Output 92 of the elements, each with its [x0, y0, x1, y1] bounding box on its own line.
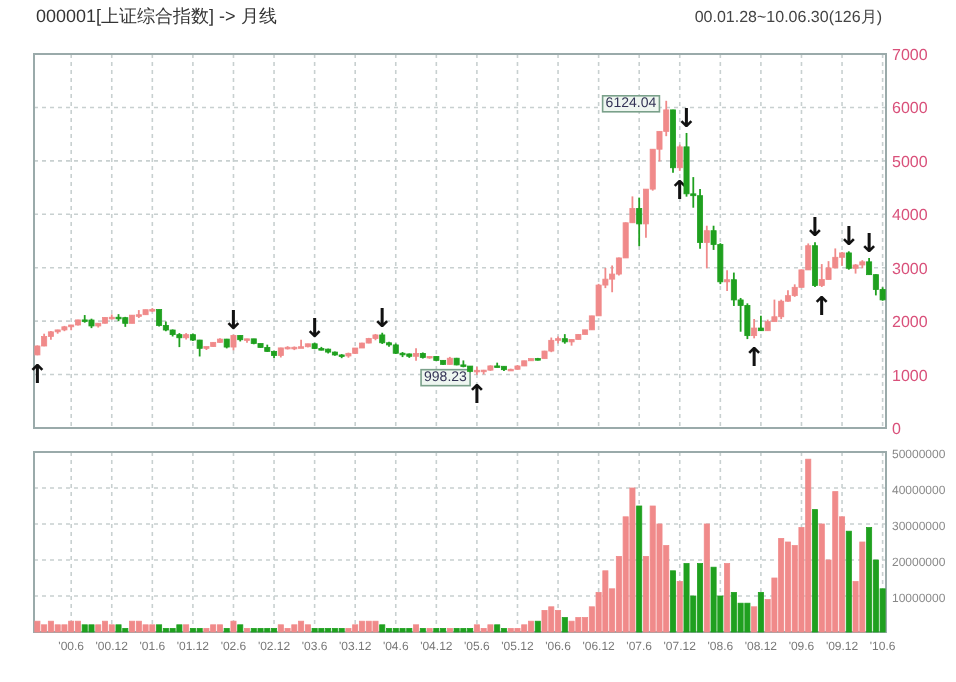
- bar: [555, 610, 562, 633]
- annotation: ↓: [222, 306, 245, 337]
- bar: [304, 624, 311, 633]
- bar: [277, 624, 284, 633]
- bar: [703, 523, 710, 633]
- annotation: ↓: [804, 214, 826, 245]
- bar: [541, 610, 548, 633]
- bar: [473, 624, 480, 633]
- y-tick-label: 3000: [892, 259, 929, 278]
- bar: [358, 620, 365, 633]
- bar: [129, 620, 136, 633]
- bar: [548, 606, 555, 633]
- bar: [365, 620, 372, 633]
- bar: [649, 505, 656, 633]
- annotation: ↓: [837, 223, 860, 254]
- bar: [81, 624, 88, 633]
- bar: [710, 566, 717, 633]
- y-tick-label: 1000: [892, 366, 929, 385]
- annotation: ↑: [668, 176, 691, 207]
- bar: [670, 570, 676, 633]
- bar: [832, 491, 839, 633]
- chart-subtitle: 00.01.28~10.06.30(126月): [694, 8, 883, 26]
- bar: [156, 624, 163, 633]
- bar: [859, 541, 866, 633]
- bar: [102, 620, 108, 633]
- bar: [757, 592, 764, 633]
- bar: [778, 538, 785, 633]
- bar: [751, 606, 758, 633]
- bar: [629, 487, 636, 633]
- y-tick-label: 6000: [892, 99, 929, 118]
- bar: [291, 624, 298, 633]
- bar: [575, 617, 582, 633]
- bar: [95, 624, 102, 633]
- bar: [372, 620, 379, 633]
- bar: [784, 541, 791, 633]
- bar: [818, 523, 825, 633]
- annotation: ↑: [810, 293, 833, 323]
- annotation: ↑: [26, 361, 49, 392]
- annotation: ↓: [858, 230, 880, 261]
- bar: [183, 624, 190, 633]
- bar: [568, 620, 575, 633]
- bar: [602, 570, 609, 633]
- y-tick-label: 2000: [892, 313, 929, 332]
- bar: [298, 620, 305, 633]
- bar: [176, 624, 183, 633]
- bar: [237, 624, 244, 633]
- bar: [730, 592, 737, 633]
- bar: [68, 620, 75, 633]
- annotation: ↑: [743, 344, 766, 375]
- annotation: ↓: [303, 314, 326, 345]
- bar: [744, 602, 751, 633]
- bar: [845, 530, 852, 633]
- bar: [216, 624, 223, 633]
- bar: [521, 624, 528, 633]
- bar: [534, 620, 541, 633]
- bar: [805, 458, 812, 633]
- bar: [142, 624, 149, 633]
- y-tick-label: 7000: [892, 46, 929, 64]
- bar: [74, 620, 81, 633]
- bar: [47, 620, 54, 633]
- bar: [115, 624, 122, 633]
- bar: [636, 505, 643, 633]
- bar: [210, 624, 217, 633]
- bar: [54, 624, 61, 633]
- bar: [61, 624, 68, 633]
- bar: [528, 620, 534, 633]
- bar: [697, 563, 704, 633]
- bar: [108, 624, 115, 633]
- bar: [41, 624, 48, 633]
- bar: [379, 624, 386, 633]
- bar: [487, 624, 494, 633]
- bar: [34, 620, 41, 633]
- bar: [812, 509, 818, 633]
- chart-title: 000001[上证综合指数] -> 月线: [36, 6, 277, 26]
- bar: [88, 624, 95, 633]
- y-tick-label: 4000: [892, 206, 929, 225]
- bar: [413, 624, 420, 633]
- bar: [561, 617, 568, 633]
- annotation: ↓: [675, 104, 698, 135]
- annotation: ↑: [466, 380, 488, 411]
- bar: [135, 620, 142, 633]
- bar: [494, 624, 501, 633]
- bar: [149, 624, 156, 633]
- y-tick-label: 0: [892, 420, 902, 438]
- bar: [676, 581, 683, 633]
- bar: [352, 624, 359, 633]
- bar: [866, 527, 873, 633]
- bar: [683, 563, 690, 633]
- bar: [230, 620, 237, 633]
- y-tick-label: 5000: [892, 152, 929, 171]
- annotation: ↓: [371, 304, 394, 335]
- bar: [724, 563, 731, 633]
